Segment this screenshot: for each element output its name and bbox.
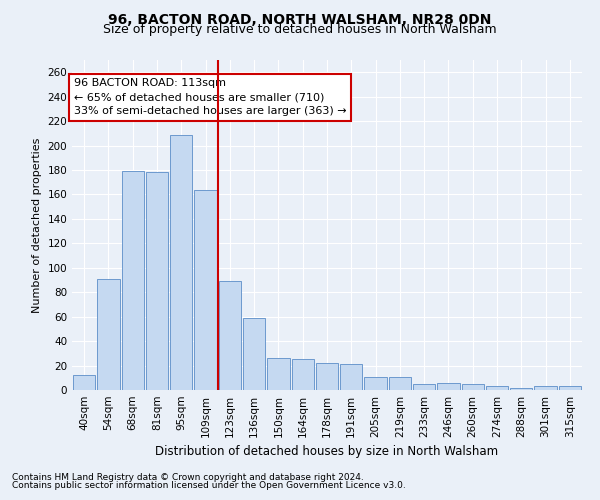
Bar [461,384,484,390]
Bar [559,386,581,390]
Bar [413,384,436,390]
Text: 96 BACTON ROAD: 113sqm
← 65% of detached houses are smaller (710)
33% of semi-de: 96 BACTON ROAD: 113sqm ← 65% of detached… [74,78,347,116]
Bar [364,376,387,390]
X-axis label: Distribution of detached houses by size in North Walsham: Distribution of detached houses by size … [155,446,499,458]
Text: Size of property relative to detached houses in North Walsham: Size of property relative to detached ho… [103,24,497,36]
Bar [316,363,338,390]
Text: Contains HM Land Registry data © Crown copyright and database right 2024.: Contains HM Land Registry data © Crown c… [12,472,364,482]
Bar [243,318,265,390]
Bar [535,386,557,390]
Y-axis label: Number of detached properties: Number of detached properties [32,138,42,312]
Bar [218,281,241,390]
Bar [194,190,217,390]
Bar [122,171,144,390]
Bar [73,376,95,390]
Bar [510,388,532,390]
Bar [486,386,508,390]
Bar [340,364,362,390]
Bar [170,134,193,390]
Bar [146,172,168,390]
Text: Contains public sector information licensed under the Open Government Licence v3: Contains public sector information licen… [12,481,406,490]
Bar [97,279,119,390]
Bar [389,376,411,390]
Text: 96, BACTON ROAD, NORTH WALSHAM, NR28 0DN: 96, BACTON ROAD, NORTH WALSHAM, NR28 0DN [109,12,491,26]
Bar [437,382,460,390]
Bar [267,358,290,390]
Bar [292,360,314,390]
